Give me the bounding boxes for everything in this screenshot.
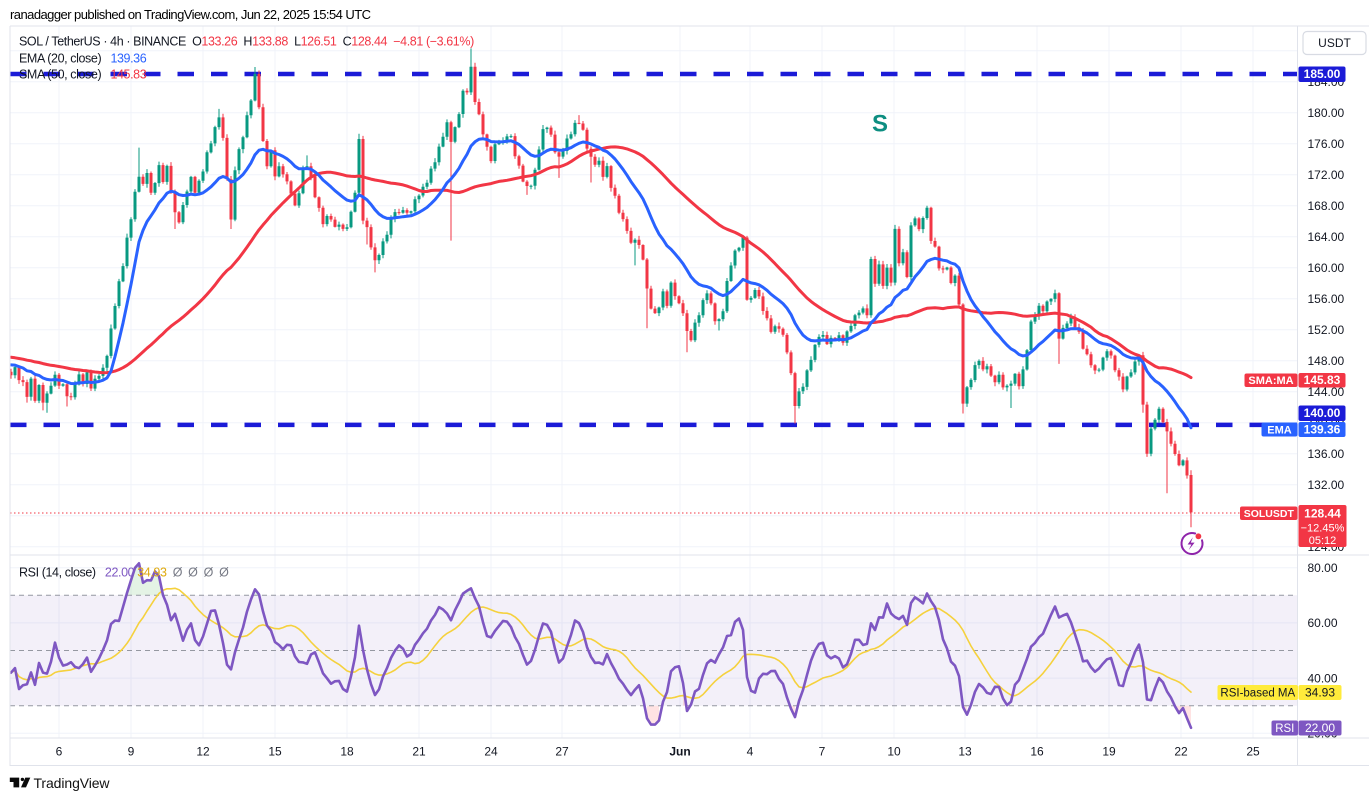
- svg-text:ranadagger published on Tradin: ranadagger published on TradingView.com,…: [10, 7, 371, 22]
- svg-text:−12.45%: −12.45%: [1301, 523, 1345, 535]
- svg-text:EMA (20, close) 139.36: EMA (20, close) 139.36: [19, 52, 147, 66]
- svg-text:RSI-based MA: RSI-based MA: [1220, 688, 1295, 700]
- svg-text:SOL / TetherUS · 4h · BINANCE: SOL / TetherUS · 4h · BINANCE O133.26 H1…: [19, 35, 474, 49]
- svg-text:145.83: 145.83: [1304, 373, 1341, 387]
- svg-text:80.00: 80.00: [1308, 561, 1338, 575]
- svg-text:40.00: 40.00: [1308, 671, 1338, 685]
- svg-text:EMA: EMA: [1267, 425, 1292, 437]
- svg-text:9: 9: [128, 745, 135, 759]
- svg-text:13: 13: [958, 745, 972, 759]
- svg-text:S: S: [872, 111, 888, 138]
- svg-text:140.00: 140.00: [1304, 406, 1341, 420]
- svg-text:60.00: 60.00: [1308, 616, 1338, 630]
- svg-text:SMA:MA: SMA:MA: [1248, 375, 1293, 387]
- svg-text:25: 25: [1246, 745, 1260, 759]
- svg-text:SMA (50, close) 145.83: SMA (50, close) 145.83: [19, 68, 147, 82]
- svg-text:16: 16: [1030, 745, 1044, 759]
- svg-text:4: 4: [747, 745, 754, 759]
- svg-text:15: 15: [268, 745, 282, 759]
- svg-text:34.93: 34.93: [1305, 686, 1335, 700]
- svg-text:160.00: 160.00: [1308, 261, 1345, 275]
- svg-text:176.00: 176.00: [1308, 137, 1345, 151]
- svg-text:22.00: 22.00: [1305, 721, 1335, 735]
- svg-text:185.00: 185.00: [1304, 67, 1341, 81]
- svg-text:18: 18: [340, 745, 354, 759]
- svg-text:139.36: 139.36: [1304, 423, 1341, 437]
- svg-text:05:12: 05:12: [1309, 535, 1337, 547]
- svg-text:Jun: Jun: [669, 745, 690, 759]
- svg-text:TradingView: TradingView: [34, 775, 111, 791]
- svg-text:128.44: 128.44: [1304, 507, 1341, 521]
- svg-text:RSI: RSI: [1275, 723, 1294, 735]
- svg-text:10: 10: [887, 745, 901, 759]
- svg-text:RSI (14, close) 22.00 34.93: RSI (14, close) 22.00 34.93 Ø Ø Ø Ø: [19, 566, 229, 580]
- svg-text:180.00: 180.00: [1308, 106, 1345, 120]
- svg-text:SOLUSDT: SOLUSDT: [1244, 508, 1295, 520]
- svg-text:144.00: 144.00: [1308, 385, 1345, 399]
- svg-text:27: 27: [555, 745, 569, 759]
- svg-text:172.00: 172.00: [1308, 168, 1345, 182]
- svg-text:7: 7: [819, 745, 826, 759]
- svg-text:19: 19: [1102, 745, 1116, 759]
- svg-text:24: 24: [484, 745, 498, 759]
- svg-text:148.00: 148.00: [1308, 354, 1345, 368]
- svg-text:136.00: 136.00: [1308, 447, 1345, 461]
- svg-text:156.00: 156.00: [1308, 292, 1345, 306]
- svg-text:152.00: 152.00: [1308, 323, 1345, 337]
- svg-text:22: 22: [1174, 745, 1188, 759]
- svg-text:164.00: 164.00: [1308, 230, 1345, 244]
- svg-text:USDT: USDT: [1318, 36, 1351, 50]
- svg-text:168.00: 168.00: [1308, 199, 1345, 213]
- svg-text:132.00: 132.00: [1308, 478, 1345, 492]
- svg-text:12: 12: [196, 745, 210, 759]
- svg-text:21: 21: [412, 745, 426, 759]
- svg-text:6: 6: [56, 745, 63, 759]
